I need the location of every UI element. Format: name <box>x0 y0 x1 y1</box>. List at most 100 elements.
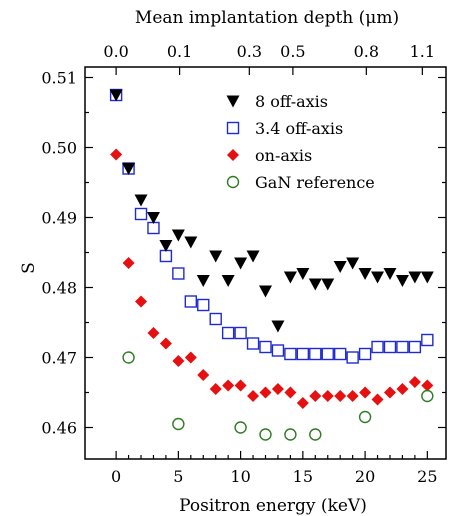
data-point <box>296 268 310 280</box>
data-point <box>284 428 297 441</box>
top-tick-label: 0.1 <box>167 42 192 61</box>
data-point <box>234 257 248 270</box>
x-tick-label: 10 <box>230 467 250 486</box>
data-point <box>321 347 334 361</box>
data-point <box>358 410 372 424</box>
data-point <box>359 386 372 399</box>
data-point <box>296 397 309 409</box>
data-point <box>408 271 422 284</box>
data-point <box>309 347 322 361</box>
data-point <box>346 257 360 270</box>
data-point <box>159 337 172 350</box>
data-point <box>420 271 434 284</box>
data-point <box>172 417 185 431</box>
legend-label: on-axis <box>255 146 312 165</box>
axis-tick-labels: 0 5 10 15 20 25 0.0 0.1 0.3 0.5 0.8 1.1 0.46 0.47 0.48… <box>41 42 437 486</box>
data-point <box>321 278 335 291</box>
data-point <box>259 285 272 298</box>
legend-marker <box>226 175 240 189</box>
legend-label: 8 off-axis <box>255 92 328 111</box>
data-point <box>171 229 185 242</box>
y-tick-label: 0.49 <box>41 209 77 228</box>
data-point <box>172 355 185 367</box>
legend-label: 3.4 off-axis <box>255 119 343 138</box>
data-point <box>172 267 185 280</box>
data-point <box>122 257 135 269</box>
x-tick-label: 20 <box>355 467 375 486</box>
data-point <box>221 275 235 287</box>
data-point <box>209 383 222 395</box>
data-point <box>159 249 173 263</box>
data-point <box>333 261 347 273</box>
data-point <box>284 347 297 361</box>
data-point <box>197 298 210 312</box>
top-axis-title: Mean implantation depth (μm) <box>135 8 399 28</box>
data-point <box>159 240 173 252</box>
data-point <box>110 148 123 161</box>
data-point <box>383 386 396 399</box>
legend-marker <box>226 95 240 108</box>
data-point <box>146 212 160 224</box>
data-point <box>284 386 297 399</box>
data-point <box>234 421 247 434</box>
data-point <box>321 390 334 402</box>
data-point <box>296 347 310 361</box>
data-point <box>222 379 235 392</box>
data-point <box>271 344 285 357</box>
data-point <box>234 326 247 340</box>
y-tick-label: 0.46 <box>41 419 77 438</box>
data-point <box>333 347 347 361</box>
data-point <box>209 312 222 326</box>
data-point <box>383 340 397 354</box>
y-axis-title: S <box>19 262 39 274</box>
data-point <box>135 295 148 308</box>
data-point <box>184 351 197 364</box>
data-point <box>184 236 198 249</box>
data-point <box>308 278 322 291</box>
data-point <box>122 163 136 175</box>
data-point <box>408 376 421 388</box>
data-point <box>247 390 260 402</box>
data-point <box>421 333 434 347</box>
top-tick-label: 0.8 <box>354 42 379 61</box>
data-point <box>271 383 284 395</box>
axis-ticks <box>85 67 446 459</box>
series-gan-reference <box>122 351 434 441</box>
data-point <box>371 271 385 284</box>
data-point <box>346 390 359 402</box>
legend: 8 off-axis 3.4 off-axis on-axis GaN referen… <box>226 92 375 192</box>
legend-label: GaN reference <box>255 173 375 192</box>
data-point <box>358 268 372 280</box>
data-point <box>283 271 297 284</box>
data-point <box>396 383 409 395</box>
legend-marker <box>226 121 240 135</box>
data-point <box>309 428 322 441</box>
series-3-4-off-axis <box>109 88 434 364</box>
data-point <box>334 390 347 402</box>
data-point <box>221 326 235 340</box>
data-point <box>421 379 434 392</box>
top-tick-label: 0.3 <box>237 42 262 61</box>
top-tick-label: 1.1 <box>410 42 435 61</box>
series-8-off-axis <box>109 89 434 333</box>
data-point <box>408 340 422 354</box>
data-point <box>209 250 223 263</box>
data-point <box>346 351 359 364</box>
x-tick-label: 5 <box>173 467 183 486</box>
y-tick-label: 0.50 <box>41 139 77 158</box>
data-point <box>421 389 434 403</box>
data-point <box>109 89 123 102</box>
data-point <box>271 320 285 333</box>
data-point <box>396 340 409 354</box>
data-point <box>197 369 210 381</box>
data-point <box>184 295 198 308</box>
data-point <box>259 428 272 441</box>
data-markers <box>109 88 434 441</box>
x-tick-label: 0 <box>111 467 121 486</box>
data-point <box>309 390 322 402</box>
data-point <box>134 194 148 207</box>
data-point <box>234 379 247 392</box>
y-tick-label: 0.51 <box>41 69 77 88</box>
y-tick-label: 0.47 <box>41 349 77 368</box>
